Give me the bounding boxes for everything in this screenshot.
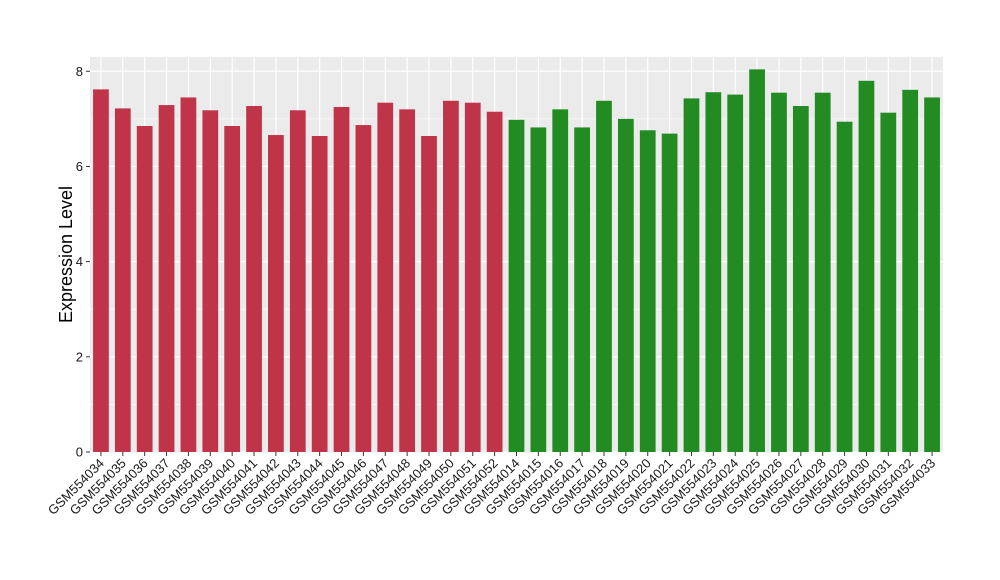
bar-GSM554034 xyxy=(93,89,109,452)
bar-GSM554051 xyxy=(464,102,481,453)
bar-GSM554029 xyxy=(836,121,853,452)
y-axis-title: Expression Level xyxy=(56,186,76,323)
bar-GSM554025 xyxy=(749,69,765,452)
bar-GSM554039 xyxy=(202,110,219,452)
bar-GSM554032 xyxy=(902,89,919,453)
bar-GSM554023 xyxy=(705,92,722,453)
y-axis: 0 2 4 6 8 xyxy=(76,64,90,460)
bar-GSM554021 xyxy=(661,133,678,452)
bar-GSM554046 xyxy=(355,125,372,453)
bar-GSM554022 xyxy=(683,98,700,452)
bar-GSM554050 xyxy=(443,100,459,452)
y-tick-label: 2 xyxy=(76,349,83,364)
bar-GSM554027 xyxy=(792,106,809,453)
bar-GSM554043 xyxy=(289,110,306,452)
bar-GSM554015 xyxy=(530,127,547,452)
bar-GSM554026 xyxy=(771,92,787,452)
bar-GSM554024 xyxy=(727,94,744,453)
bar-GSM554045 xyxy=(333,106,350,452)
bar-GSM554035 xyxy=(114,108,131,453)
y-tick-label: 6 xyxy=(76,159,83,174)
bar-GSM554042 xyxy=(268,135,284,452)
bar-GSM554037 xyxy=(158,105,175,453)
bar-GSM554017 xyxy=(574,127,590,452)
bar-GSM554038 xyxy=(180,97,197,452)
bar-GSM554044 xyxy=(311,136,328,452)
bar-GSM554047 xyxy=(377,102,394,453)
bar-GSM554041 xyxy=(246,106,262,453)
bar-GSM554031 xyxy=(880,112,897,452)
bar-GSM554020 xyxy=(639,130,656,452)
bar-GSM554048 xyxy=(399,109,416,452)
y-tick-label: 4 xyxy=(76,254,83,269)
x-axis: GSM554034GSM554035GSM554036GSM554037GSM5… xyxy=(45,452,938,518)
bar-GSM554040 xyxy=(224,126,241,452)
bar-GSM554018 xyxy=(596,100,612,452)
bar-GSM554019 xyxy=(617,118,634,453)
bar-GSM554033 xyxy=(924,97,940,452)
bar-GSM554049 xyxy=(421,136,437,452)
y-tick-label: 8 xyxy=(76,64,83,79)
bars xyxy=(93,69,940,453)
bar-GSM554052 xyxy=(486,111,503,452)
bar-GSM554016 xyxy=(552,109,569,452)
bar-GSM554028 xyxy=(814,92,831,452)
bar-GSM554014 xyxy=(508,119,525,452)
bar-GSM554036 xyxy=(136,126,153,452)
y-tick-label: 0 xyxy=(76,445,83,460)
bar-GSM554030 xyxy=(858,80,875,453)
